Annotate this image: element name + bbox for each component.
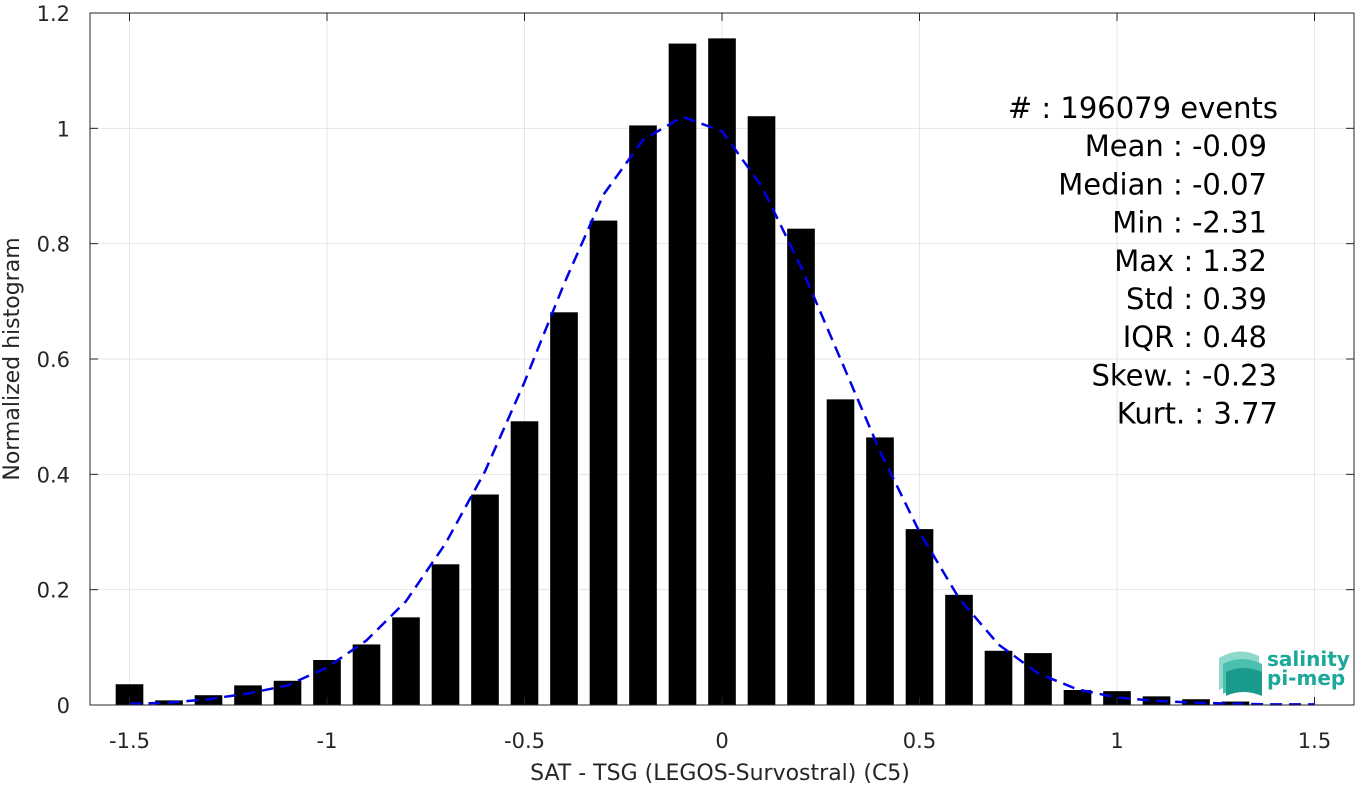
statistics-annotation: # : 196079 events Mean : -0.09 Median : -0… xyxy=(1008,91,1278,431)
histogram-bar xyxy=(1024,653,1052,705)
histogram-bar xyxy=(984,650,1013,705)
y-tick-label: 0 xyxy=(57,694,70,718)
histogram-bar xyxy=(747,116,776,706)
x-tick-label: 1.5 xyxy=(1298,729,1331,753)
y-tick-label: 1.2 xyxy=(37,2,70,26)
y-tick-label: 0.8 xyxy=(37,233,70,257)
histogram-bar xyxy=(234,685,262,705)
y-tick-label: 0.4 xyxy=(37,463,70,487)
stat-line: IQR : 0.48 xyxy=(1123,320,1267,354)
stat-line: Std : 0.39 xyxy=(1126,282,1267,316)
stat-line: Max : 1.32 xyxy=(1114,244,1267,278)
histogram-bar xyxy=(629,125,657,705)
histogram-bar xyxy=(115,684,144,705)
stat-line: Min : -2.31 xyxy=(1112,206,1267,240)
stat-line: Kurt. : 3.77 xyxy=(1117,397,1278,431)
stat-line: # : 196079 events xyxy=(1008,91,1278,125)
x-axis-title: SAT - TSG (LEGOS-Survostral) (C5) xyxy=(530,761,910,785)
x-tick-label: -1 xyxy=(317,729,338,753)
x-tick-label: 0 xyxy=(715,729,728,753)
histogram-bar xyxy=(787,228,815,705)
y-tick-label: 0.2 xyxy=(37,579,70,603)
histogram-bar xyxy=(668,43,697,705)
x-tick-label: 1 xyxy=(1110,729,1123,753)
histogram-bar xyxy=(708,38,736,705)
histogram-bar xyxy=(589,220,618,705)
histogram-bar xyxy=(905,529,934,705)
stat-line: Skew. : -0.23 xyxy=(1091,358,1277,392)
x-tick-label: -0.5 xyxy=(504,729,545,753)
axis-ticks: -1.5 -1 -0.5 0 0.5 1 1.5 0 0.2 0.4 0.6 0.8 1 1.2 xyxy=(37,2,1354,753)
bars-group xyxy=(115,38,1250,706)
histogram-bar xyxy=(392,617,420,705)
histogram-bar xyxy=(352,644,381,705)
histogram-bar xyxy=(866,437,894,705)
histogram-bar xyxy=(510,421,539,705)
y-tick-label: 1 xyxy=(57,117,70,141)
stat-line: Mean : -0.09 xyxy=(1085,129,1267,163)
histogram-bar xyxy=(431,564,460,705)
histogram-bar xyxy=(550,312,578,705)
x-tick-label: 0.5 xyxy=(903,729,936,753)
stat-line: Median : -0.07 xyxy=(1058,167,1267,201)
y-axis-title: Normalized histogram xyxy=(0,237,25,480)
histogram-bar xyxy=(945,594,973,705)
histogram-bar xyxy=(1063,690,1092,705)
x-tick-label: -1.5 xyxy=(109,729,150,753)
histogram-bar xyxy=(826,399,855,705)
gaussian-fit-curve xyxy=(129,115,1315,706)
logo-text-pi-mep: pi-mep xyxy=(1267,666,1345,690)
histogram-bar xyxy=(471,494,499,705)
logo-text-salinity: salinity xyxy=(1267,647,1350,671)
salinity-pi-mep-logo: salinity pi-mep xyxy=(1219,647,1350,696)
y-tick-label: 0.6 xyxy=(37,348,70,372)
wave-logo-icon xyxy=(1219,651,1262,696)
